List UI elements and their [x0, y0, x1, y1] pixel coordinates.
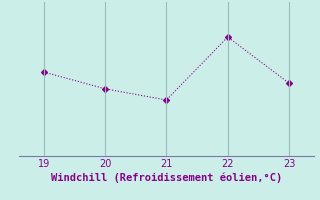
X-axis label: Windchill (Refroidissement éolien,°C): Windchill (Refroidissement éolien,°C) [51, 173, 282, 183]
